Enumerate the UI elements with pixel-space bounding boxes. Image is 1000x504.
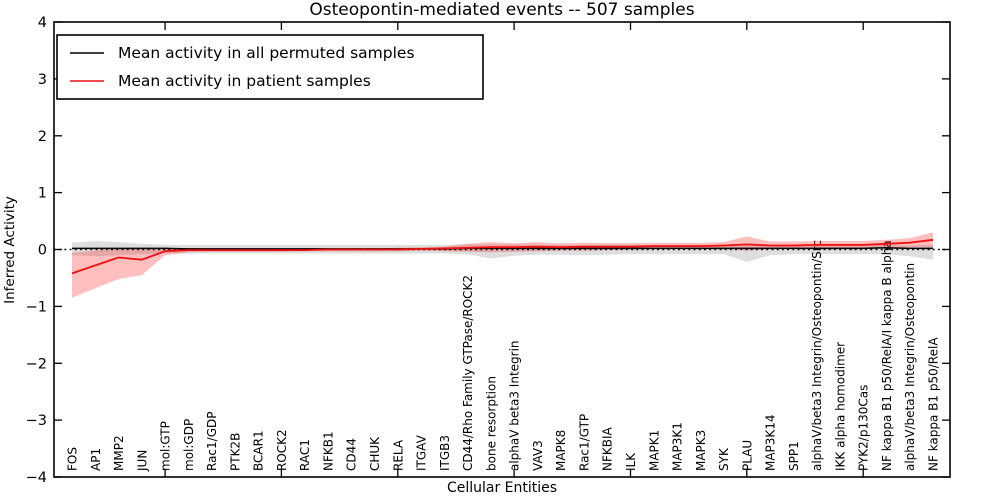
x-tick-label: ILK [624,452,638,471]
legend: Mean activity in all permuted samples Me… [56,34,484,100]
legend-label-permuted: Mean activity in all permuted samples [118,44,415,62]
x-tick-label: CD44 [345,438,359,471]
y-tick-label: 4 [38,15,47,31]
x-tick-label: NFKB1 [322,431,336,471]
x-tick-label: MAPK3 [694,430,708,471]
x-tick-label: MAP3K14 [764,414,778,471]
x-tick-label: AP1 [89,448,103,471]
x-tick-label: Rac1/GDP [205,412,219,471]
x-tick-label: bone resorption [484,376,498,471]
x-tick-label: FOS [66,447,80,471]
x-tick-label: VAV3 [531,440,545,471]
permuted-mean-line [72,247,933,250]
y-tick-label: 3 [38,72,47,88]
x-tick-label: SPP1 [787,441,801,471]
x-category-labels: FOS AP1 MMP2 JUN mol:GTP mol:GDP Rac1/GDP PTK2B… [66,240,941,472]
x-tick-label: NFKBIA [601,426,615,471]
x-tick-label: alphaV/beta3 Integrin/Osteopontin/Src [810,240,824,471]
x-tick-label: Rac1/GTP [577,414,591,471]
x-tick-label: MAPK1 [647,430,661,471]
x-tick-label: RELA [391,439,405,471]
axes-frame-and-ticks [53,21,951,478]
x-tick-label: alphaV/beta3 Integrin/Osteopontin [903,263,917,471]
y-tick-label: −3 [26,413,47,429]
x-tick-label: SYK [717,447,731,471]
patient-confidence-band [72,232,933,298]
legend-box [56,34,484,100]
x-tick-label: CHUK [368,436,382,471]
x-tick-label: CD44/Rho Family GTPase/ROCK2 [461,275,475,471]
x-tick-label: PYK2/p130Cas [857,385,871,471]
legend-entry-patient: Mean activity in patient samples [70,72,371,90]
x-tick-label: ITGAV [415,434,429,471]
x-tick-label: NF kappa B1 p50/RelA [927,337,941,471]
x-tick-label: IKK alpha homodimer [833,342,847,471]
series-lines [71,238,934,275]
x-tick-label: MAP3K1 [671,422,685,471]
x-tick-label: PLAU [740,440,754,471]
y-tick-label: 1 [38,186,47,202]
x-tick-label: mol:GDP [182,419,196,471]
x-tick-label: MMP2 [112,435,126,471]
confidence-bands [72,232,933,298]
x-tick-label: MAPK8 [554,430,568,471]
x-tick-label: mol:GTP [159,421,173,471]
x-tick-label: RAC1 [298,439,312,471]
x-tick-label: PTK2B [228,433,242,471]
legend-label-patient: Mean activity in patient samples [118,72,371,90]
y-tick-label: 0 [38,243,47,259]
x-tick-label: NF kappa B1 p50/RelA/I kappa B alpha [880,240,894,471]
y-axis-label: Inferred Activity [2,196,18,304]
y-tick-label: −2 [26,356,47,372]
x-tick-label: JUN [135,450,149,472]
x-axis-label: Cellular Entities [447,480,557,496]
y-tick-labels: 4 3 2 1 0 −1 −2 −3 −4 [26,15,47,486]
x-tick-label: alphaV beta3 Integrin [508,340,522,471]
x-tick-label: ROCK2 [275,429,289,471]
y-tick-label: −4 [26,470,47,486]
y-tick-label: 2 [38,129,47,145]
x-tick-label: BCAR1 [252,430,266,471]
y-tick-label: −1 [26,299,47,315]
chart-title: Osteopontin-mediated events -- 507 sampl… [309,0,694,20]
x-tick-label: ITGB3 [438,435,452,471]
patient-mean-line [71,238,934,275]
legend-entry-permuted: Mean activity in all permuted samples [70,44,415,62]
